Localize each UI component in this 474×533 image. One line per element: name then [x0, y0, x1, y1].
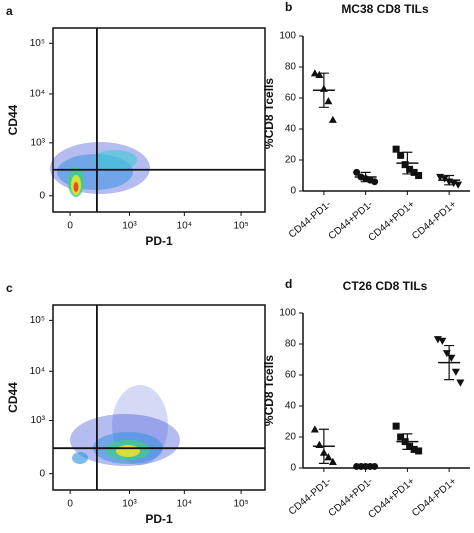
x-tick-label: 10³: [122, 499, 137, 510]
x-tick-label: CD44+PD1+: [366, 476, 417, 521]
panel-letter: c: [6, 281, 13, 295]
density-cloud-a: [50, 142, 150, 197]
dot: [451, 368, 460, 376]
dot: [324, 453, 333, 461]
y-tick-label: 40: [285, 124, 297, 135]
y-tick-label: 100: [279, 308, 296, 319]
x-tick-label: CD44-PD1+: [410, 199, 459, 242]
chart-title: CT26 CD8 TILs: [343, 279, 428, 293]
dot: [324, 97, 333, 105]
dot: [397, 433, 405, 441]
dot: [310, 425, 319, 433]
dot: [415, 172, 423, 179]
y-tick-label: 0: [39, 190, 45, 201]
dot: [406, 165, 414, 173]
dot: [328, 457, 337, 465]
error-bar: [402, 151, 413, 175]
y-axis-label: %CD8 Tcells: [262, 355, 276, 426]
y-axis-label: CD44: [6, 104, 20, 135]
x-tick-label: 10³: [122, 221, 137, 232]
dot: [401, 161, 409, 169]
y-axis-label: %CD8 Tcells: [262, 78, 276, 149]
y-tick-label: 10³: [31, 415, 46, 426]
error-bar: [402, 433, 413, 450]
error-bar: [360, 465, 371, 468]
error-bar: [318, 72, 329, 108]
y-tick-label: 80: [285, 62, 297, 73]
error-bar: [444, 174, 455, 186]
dot: [440, 175, 449, 183]
dot: [410, 445, 418, 453]
dot: [328, 115, 337, 123]
y-tick-label: 10⁴: [30, 366, 45, 377]
plot-frame: [52, 27, 266, 213]
y-tick-label: 0: [290, 463, 296, 474]
y-tick-label: 0: [290, 186, 296, 197]
dot: [415, 447, 423, 455]
panel-letter: d: [285, 277, 292, 291]
dot: [371, 178, 379, 186]
dot: [410, 168, 418, 176]
panel-letter: a: [6, 4, 13, 18]
y-tick-label: 60: [285, 93, 297, 104]
x-tick-label: 10⁵: [233, 221, 248, 232]
dot: [397, 151, 405, 159]
dot: [353, 168, 361, 176]
dot: [315, 70, 324, 78]
dot: [406, 442, 414, 450]
y-tick-label: 20: [285, 432, 297, 443]
x-tick-label: 10⁵: [233, 499, 248, 510]
dot: [438, 337, 447, 345]
y-tick-label: 10⁴: [30, 89, 45, 100]
density-cloud-c: [70, 385, 180, 466]
dot: [392, 145, 400, 153]
x-axis-label: PD-1: [145, 234, 173, 248]
error-bar: [444, 344, 455, 381]
panel-letter: b: [285, 0, 292, 14]
dot: [392, 422, 400, 430]
y-tick-label: 20: [285, 155, 297, 166]
y-tick-label: 10³: [31, 138, 46, 149]
chart-title: MC38 CD8 TILs: [341, 2, 429, 16]
dot: [454, 181, 463, 189]
y-tick-label: 60: [285, 370, 297, 381]
y-tick-label: 100: [279, 31, 296, 42]
error-bar: [318, 428, 329, 464]
y-tick-label: 40: [285, 401, 297, 412]
dot: [310, 69, 319, 77]
y-tick-label: 10⁵: [30, 315, 45, 326]
x-axis-label: PD-1: [145, 512, 173, 526]
x-tick-label: 10⁴: [177, 499, 192, 510]
x-tick-label: 10⁴: [177, 221, 192, 232]
x-tick-label: CD44-PD1+: [410, 476, 459, 519]
y-tick-label: 0: [39, 468, 45, 479]
y-tick-label: 10⁵: [30, 38, 45, 49]
x-tick-label: CD44+PD1+: [366, 199, 417, 244]
dot: [456, 379, 465, 387]
x-tick-label: 0: [67, 499, 73, 510]
y-tick-label: 80: [285, 339, 297, 350]
error-bar: [360, 171, 371, 183]
x-tick-label: 0: [67, 221, 73, 232]
y-axis-label: CD44: [6, 382, 20, 413]
plot-frame: [52, 304, 266, 491]
